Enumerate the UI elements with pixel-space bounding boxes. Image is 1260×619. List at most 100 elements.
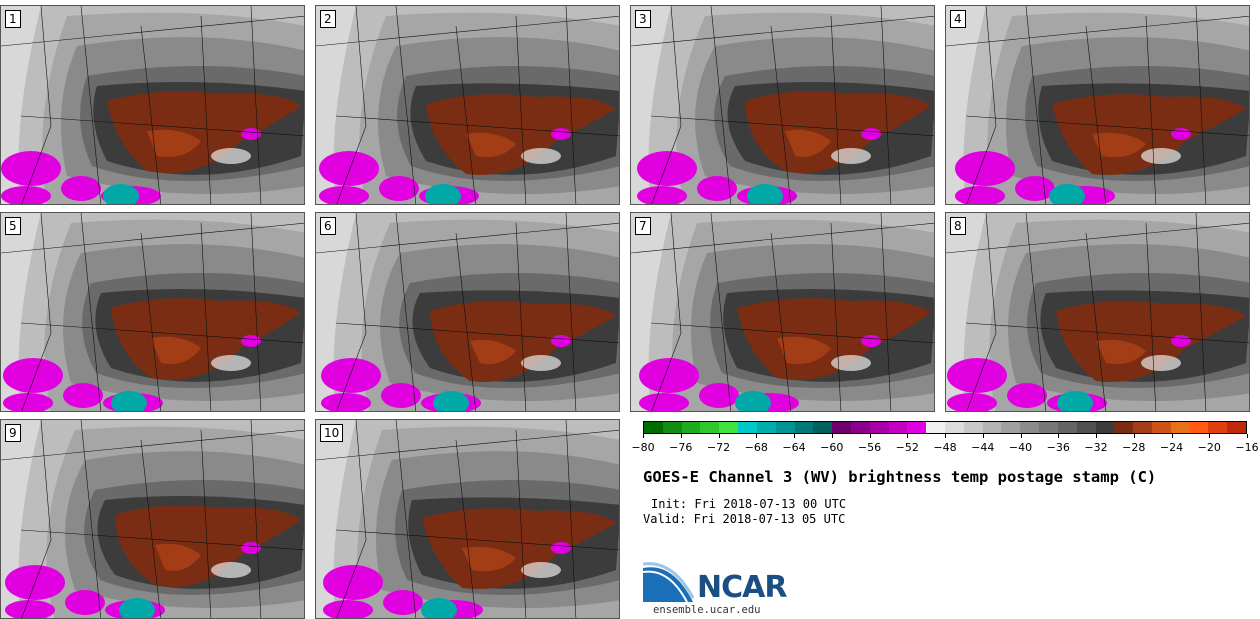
panel-number: 4 <box>950 10 966 28</box>
cold-cloud-region <box>383 590 423 615</box>
colorbar-tick-label: −52 <box>895 441 919 454</box>
colorbar-cell <box>756 422 776 433</box>
colorbar-tick <box>1020 434 1022 438</box>
cold-cloud-region <box>321 393 371 411</box>
colorbar-cell <box>1151 422 1171 433</box>
stamp-panel-9: 9 <box>0 419 305 619</box>
colorbar-cell <box>1170 422 1190 433</box>
panel-number: 10 <box>320 424 344 442</box>
colorbar-cell <box>832 422 851 433</box>
state-boundary <box>946 15 1249 47</box>
state-boundary <box>515 15 527 204</box>
colorbar-tick-label: −32 <box>1084 441 1108 454</box>
convective-core <box>425 184 461 204</box>
cold-cloud-region <box>637 151 697 186</box>
convective-core <box>1049 184 1085 204</box>
state-boundary <box>880 6 892 204</box>
brightness-temp-contour <box>111 298 301 380</box>
state-boundary <box>250 213 262 411</box>
stamp-panel-2: 2 <box>315 5 620 205</box>
panel-number: 9 <box>5 424 21 442</box>
convective-core <box>1057 391 1093 411</box>
colorbar-cell <box>850 422 870 433</box>
state-boundary <box>946 222 1249 254</box>
convective-core <box>551 335 571 347</box>
cold-cloud-region <box>1 186 51 204</box>
colorbar-tick <box>718 434 720 438</box>
state-boundary <box>830 15 842 204</box>
convective-core <box>103 184 139 204</box>
cold-cloud-region <box>323 600 373 618</box>
colorbar-tick-label: −48 <box>933 441 957 454</box>
colorbar-tick-label: −72 <box>706 441 731 454</box>
colorbar-tick <box>794 434 795 438</box>
brightness-temp-contour <box>155 543 201 571</box>
state-boundary <box>830 222 842 411</box>
stamp-panel-4: 4 <box>945 5 1250 205</box>
colorbar-tick <box>1209 434 1211 438</box>
colorbar-cell <box>719 422 739 433</box>
state-boundary <box>880 213 892 411</box>
panel-number: 7 <box>635 217 651 235</box>
state-boundary <box>21 213 52 411</box>
colorbar-ticks: −80 −76 −72 −68 −64 −60 −56 −52 −48 −44 −40 −36 −32 −… <box>631 434 1259 458</box>
state-boundary <box>1145 222 1157 411</box>
brightness-temp-contour <box>462 546 516 572</box>
state-boundary <box>565 213 577 411</box>
colorbar-cell <box>945 422 964 433</box>
cold-cloud-region <box>699 383 739 408</box>
stamp-panel-10: 10 <box>315 419 620 619</box>
state-boundary <box>965 322 1249 344</box>
colorbar-cell <box>869 422 889 433</box>
brightness-temp-contour <box>1096 339 1146 365</box>
stamp-panel-7: 7 <box>630 212 935 412</box>
colorbar-tick-label: −36 <box>1046 441 1070 454</box>
brightness-temp-contour <box>737 298 931 380</box>
cold-cloud-region <box>61 176 101 201</box>
colorbar-tick <box>680 434 682 438</box>
satellite-map-icon <box>1 6 304 204</box>
colorbar-tick <box>1133 434 1135 438</box>
state-boundary <box>455 25 477 204</box>
stamp-panel-8: 8 <box>945 212 1250 412</box>
state-boundary <box>965 115 1249 137</box>
cold-cloud-region <box>323 565 383 600</box>
state-boundary <box>21 6 52 204</box>
state-boundary <box>20 529 304 551</box>
state-boundary <box>651 6 682 204</box>
state-boundary <box>335 115 619 137</box>
panel-number: 3 <box>635 10 651 28</box>
brightness-temp-contour <box>147 129 201 157</box>
state-boundary <box>200 15 212 204</box>
valid-time: Valid: Fri 2018-07-13 05 UTC <box>643 512 846 526</box>
state-boundary <box>140 25 162 204</box>
convective-core <box>119 598 155 618</box>
satellite-map-icon <box>1 420 304 618</box>
colorbar-cell <box>1020 422 1040 433</box>
cold-cloud-region <box>3 358 63 393</box>
colorbar-cell <box>794 422 814 433</box>
state-boundary <box>316 222 619 254</box>
colorbar-tick-label: −76 <box>669 441 693 454</box>
cold-cloud-region <box>65 590 105 615</box>
figure-title: GOES-E Channel 3 (WV) brightness temp po… <box>643 468 1157 486</box>
colorbar-cell <box>926 422 945 433</box>
colorbar-tick-label: −24 <box>1159 441 1184 454</box>
brightness-temp-contour <box>115 505 301 587</box>
cold-cloud-region <box>321 358 381 393</box>
convective-core <box>1171 128 1191 140</box>
colorbar-cell <box>813 422 833 433</box>
colorbar-tick-label: −20 <box>1197 441 1221 454</box>
init-time: Init: Fri 2018-07-13 00 UTC <box>651 497 847 511</box>
colorbar-cell <box>1076 422 1096 433</box>
convective-core <box>111 391 147 411</box>
state-boundary <box>966 213 997 411</box>
colorbar-cell <box>738 422 757 433</box>
state-boundary <box>565 420 577 618</box>
state-boundary <box>1195 6 1207 204</box>
website-url: ensemble.ucar.edu <box>653 604 761 616</box>
panel-number: 5 <box>5 217 21 235</box>
state-boundary <box>650 322 934 344</box>
state-boundary <box>966 6 997 204</box>
cold-cloud-region <box>319 151 379 186</box>
